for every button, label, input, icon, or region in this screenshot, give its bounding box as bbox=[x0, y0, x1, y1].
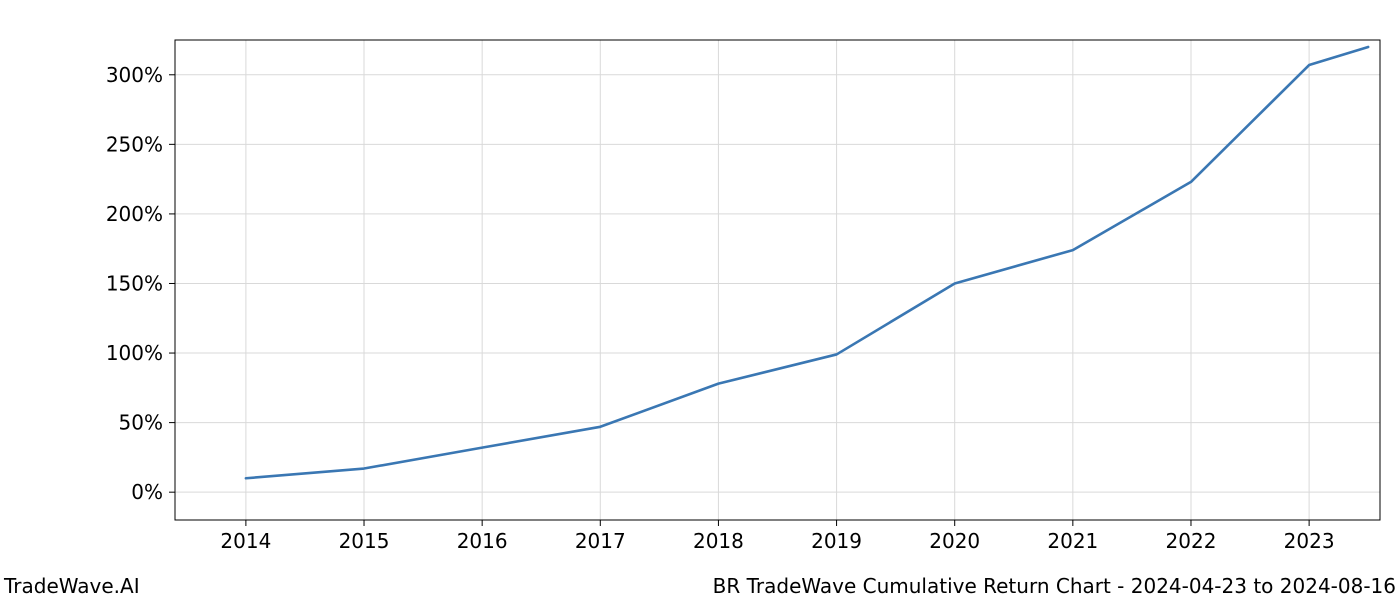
y-tick-label: 150% bbox=[106, 271, 163, 295]
x-tick-label: 2015 bbox=[339, 529, 390, 553]
x-tick-label: 2022 bbox=[1166, 529, 1217, 553]
x-tick-label: 2018 bbox=[693, 529, 744, 553]
x-tick-label: 2020 bbox=[929, 529, 980, 553]
footer-right-label: BR TradeWave Cumulative Return Chart - 2… bbox=[713, 576, 1396, 596]
y-tick-label: 300% bbox=[106, 63, 163, 87]
x-tick-label: 2016 bbox=[457, 529, 508, 553]
footer-left-label: TradeWave.AI bbox=[4, 576, 140, 596]
y-tick-label: 50% bbox=[119, 411, 163, 435]
y-tick-label: 200% bbox=[106, 202, 163, 226]
x-tick-label: 2017 bbox=[575, 529, 626, 553]
x-tick-label: 2019 bbox=[811, 529, 862, 553]
y-tick-label: 250% bbox=[106, 132, 163, 156]
x-tick-label: 2023 bbox=[1284, 529, 1335, 553]
chart-background bbox=[0, 0, 1400, 600]
y-tick-label: 100% bbox=[106, 341, 163, 365]
x-tick-label: 2021 bbox=[1047, 529, 1098, 553]
x-tick-label: 2014 bbox=[220, 529, 271, 553]
line-chart: 2014 2015 2016 2017 2018 2019 2020 2021 2022 2023… bbox=[0, 0, 1400, 600]
chart-container: 2014 2015 2016 2017 2018 2019 2020 2021 2022 2023… bbox=[0, 0, 1400, 600]
y-tick-label: 0% bbox=[131, 480, 163, 504]
